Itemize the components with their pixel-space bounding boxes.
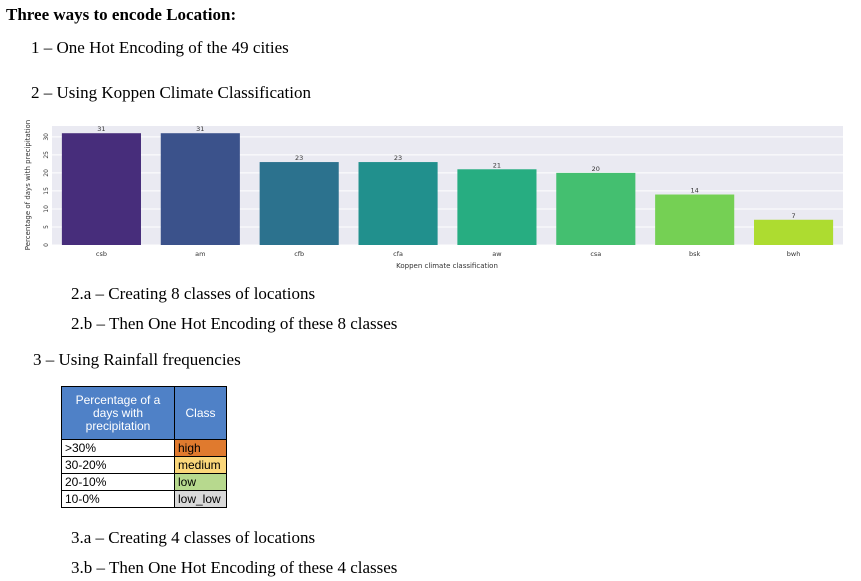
table-row: 30-20% medium [61, 456, 227, 474]
x-tick-label: bwh [787, 250, 801, 258]
y-tick-label: 25 [43, 151, 50, 159]
bar-cfb [259, 162, 339, 245]
bar-cfa [358, 162, 438, 245]
x-tick-label: bsk [689, 250, 701, 258]
bar-value-label: 31 [196, 125, 204, 133]
y-tick-label: 15 [43, 187, 50, 195]
class-cell: low_low [174, 490, 227, 508]
table-row: 10-0% low_low [61, 490, 227, 508]
method-2b-text: 2.b – Then One Hot Encoding of these 8 c… [71, 314, 398, 333]
bar-value-label: 23 [295, 154, 303, 162]
bar-csa [556, 172, 636, 245]
method-2a-text: 2.a – Creating 8 classes of locations [71, 284, 316, 303]
rainfall-class-table: Percentage of a days with precipitation … [61, 386, 227, 508]
range-cell: 10-0% [61, 490, 175, 508]
x-tick-label: cfa [393, 250, 403, 258]
bar-bsk [655, 194, 735, 245]
header-percentage: Percentage of a days with precipitation [61, 386, 175, 440]
bar-value-label: 20 [592, 165, 600, 173]
bar-value-label: 14 [691, 187, 699, 195]
class-cell: medium [174, 456, 227, 474]
range-cell: >30% [61, 439, 175, 457]
y-tick-label: 30 [43, 133, 50, 141]
header-class: Class [174, 386, 227, 440]
bar-value-label: 31 [97, 125, 105, 133]
bar-value-labels: 31 31 23 23 21 20 14 7 [97, 125, 795, 220]
bars [61, 133, 834, 245]
bar-value-label: 23 [394, 154, 402, 162]
y-tick-label: 10 [43, 205, 50, 213]
table-row: 20-10% low [61, 473, 227, 491]
range-cell: 20-10% [61, 473, 175, 491]
bar-csb [61, 133, 141, 245]
page-heading: Three ways to encode Location: [6, 5, 237, 24]
y-axis-label: Percentage of days with precipitation [24, 120, 32, 251]
x-tick-label: aw [492, 250, 502, 258]
y-tick-label: 0 [43, 243, 50, 247]
table-row: >30% high [61, 439, 227, 457]
x-tick-label: am [195, 250, 205, 258]
x-tick-label: csb [96, 250, 107, 258]
bar-value-label: 21 [493, 161, 501, 169]
range-cell: 30-20% [61, 456, 175, 474]
bar-aw [457, 169, 537, 245]
method-3a-text: 3.a – Creating 4 classes of locations [71, 528, 316, 547]
bar-value-label: 7 [791, 212, 795, 220]
method-1-text: 1 – One Hot Encoding of the 49 cities [31, 38, 289, 57]
class-cell: high [174, 439, 227, 457]
bar-bwh [754, 219, 834, 245]
method-2-text: 2 – Using Koppen Climate Classification [31, 83, 311, 102]
koppen-bar-chart: 31 31 23 23 21 20 14 7 0 5 10 15 20 25 30 csb am cfb cfa… [24, 120, 843, 270]
bar-am [160, 133, 240, 245]
x-tick-label: csa [590, 250, 601, 258]
x-tick-label: cfb [294, 250, 304, 258]
class-cell: low [174, 473, 227, 491]
y-tick-label: 20 [43, 169, 50, 177]
y-tick-labels: 0 5 10 15 20 25 30 [43, 133, 50, 247]
y-tick-label: 5 [43, 225, 50, 229]
method-3b-text: 3.b – Then One Hot Encoding of these 4 c… [71, 558, 398, 577]
method-3-text: 3 – Using Rainfall frequencies [33, 350, 241, 369]
x-axis-label: Koppen climate classification [396, 262, 498, 270]
x-tick-labels: csb am cfb cfa aw csa bsk bwh [96, 250, 800, 258]
